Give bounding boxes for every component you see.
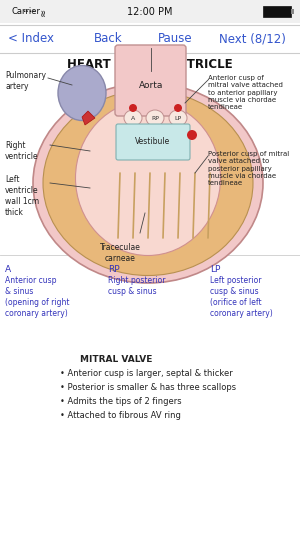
Ellipse shape bbox=[124, 110, 142, 126]
Ellipse shape bbox=[169, 110, 187, 126]
Text: Aorta: Aorta bbox=[139, 80, 163, 90]
FancyBboxPatch shape bbox=[291, 9, 294, 14]
FancyBboxPatch shape bbox=[116, 124, 190, 160]
Text: A: A bbox=[5, 265, 11, 274]
Text: Carrier: Carrier bbox=[12, 7, 41, 17]
Text: Pause: Pause bbox=[158, 33, 192, 45]
Text: Pulmonary
artery: Pulmonary artery bbox=[5, 71, 46, 91]
Circle shape bbox=[187, 130, 197, 140]
Text: • Posterior is smaller & has three scallops: • Posterior is smaller & has three scall… bbox=[60, 383, 236, 392]
Ellipse shape bbox=[76, 101, 220, 255]
Text: Right
ventricle: Right ventricle bbox=[5, 141, 39, 161]
Text: ••••: •••• bbox=[22, 10, 35, 14]
FancyBboxPatch shape bbox=[263, 6, 291, 17]
Text: Anterior cusp of
mitral valve attached
to anterior papillary
muscle via chordae
: Anterior cusp of mitral valve attached t… bbox=[208, 75, 283, 110]
Text: LP: LP bbox=[174, 116, 182, 120]
Text: • Anterior cusp is larger, septal & thicker: • Anterior cusp is larger, septal & thic… bbox=[60, 369, 233, 378]
Text: RP: RP bbox=[108, 265, 120, 274]
FancyBboxPatch shape bbox=[115, 45, 186, 116]
Text: ≈: ≈ bbox=[38, 8, 48, 16]
Text: Left
ventricle
wall 1cm
thick: Left ventricle wall 1cm thick bbox=[5, 175, 39, 217]
Text: A: A bbox=[131, 116, 135, 120]
Text: Posterior cusp of mitral
valve attached to
posterior papillary
muscle via chorda: Posterior cusp of mitral valve attached … bbox=[208, 151, 289, 186]
Text: 12:00 PM: 12:00 PM bbox=[127, 7, 173, 17]
Ellipse shape bbox=[43, 91, 253, 276]
Text: HEART - LEFT VENTRICLE: HEART - LEFT VENTRICLE bbox=[67, 58, 233, 70]
Text: Anterior cusp
& sinus
(opening of right
coronary artery): Anterior cusp & sinus (opening of right … bbox=[5, 276, 70, 318]
Text: Next (8/12): Next (8/12) bbox=[219, 33, 285, 45]
Text: LP: LP bbox=[210, 265, 220, 274]
Text: Vestibule: Vestibule bbox=[135, 138, 171, 147]
Polygon shape bbox=[82, 111, 95, 125]
Text: Right posterior
cusp & sinus: Right posterior cusp & sinus bbox=[108, 276, 166, 296]
Ellipse shape bbox=[58, 66, 106, 120]
Circle shape bbox=[174, 104, 182, 112]
Ellipse shape bbox=[146, 110, 164, 126]
Text: Left posterior
cusp & sinus
(orifice of left
coronary artery): Left posterior cusp & sinus (orifice of … bbox=[210, 276, 273, 318]
Text: RP: RP bbox=[151, 116, 159, 120]
Ellipse shape bbox=[33, 83, 263, 283]
Text: MITRAL VALVE: MITRAL VALVE bbox=[80, 355, 152, 364]
FancyBboxPatch shape bbox=[0, 0, 300, 23]
Text: < Index: < Index bbox=[8, 33, 54, 45]
Text: • Admits the tips of 2 fingers: • Admits the tips of 2 fingers bbox=[60, 397, 182, 406]
Circle shape bbox=[129, 104, 137, 112]
Text: Back: Back bbox=[94, 33, 122, 45]
Text: Traceculae
carneae: Traceculae carneae bbox=[100, 243, 140, 263]
Text: • Attached to fibrous AV ring: • Attached to fibrous AV ring bbox=[60, 411, 181, 420]
